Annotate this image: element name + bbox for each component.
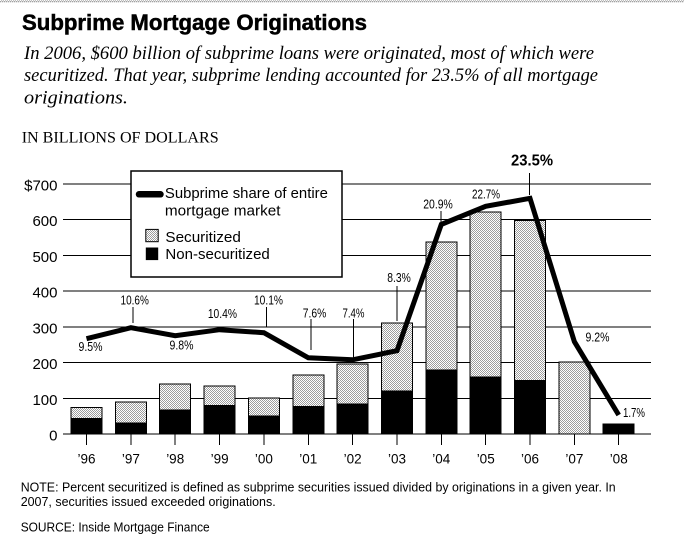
svg-text:2007, securities issued exceed: 2007, securities issued exceeded origina… bbox=[21, 494, 276, 509]
svg-text:400: 400 bbox=[32, 285, 57, 302]
svg-text:600: 600 bbox=[32, 213, 57, 230]
svg-text:securitized. That year, subpri: securitized. That year, subprime lending… bbox=[24, 66, 598, 86]
svg-text:300: 300 bbox=[32, 320, 57, 337]
svg-text:’96: ’96 bbox=[77, 452, 95, 467]
svg-text:’05: ’05 bbox=[477, 452, 495, 467]
svg-text:mortgage market: mortgage market bbox=[165, 203, 281, 219]
svg-text:In 2006, $600 billion of subpr: In 2006, $600 billion of subprime loans … bbox=[23, 44, 594, 64]
svg-text:SOURCE: Inside Mortgage Financ: SOURCE: Inside Mortgage Finance bbox=[21, 520, 210, 535]
svg-text:Subprime share of entire: Subprime share of entire bbox=[165, 186, 328, 202]
svg-text:’99: ’99 bbox=[211, 452, 229, 467]
svg-text:20.9%: 20.9% bbox=[423, 197, 453, 211]
svg-text:1.7%: 1.7% bbox=[623, 406, 645, 420]
svg-text:8.3%: 8.3% bbox=[387, 271, 411, 285]
svg-text:23.5%: 23.5% bbox=[511, 153, 553, 170]
svg-text:10.4%: 10.4% bbox=[208, 307, 237, 321]
svg-text:NOTE: Percent securitized is d: NOTE: Percent securitized is defined as … bbox=[21, 479, 616, 494]
svg-text:originations.: originations. bbox=[24, 88, 128, 108]
svg-text:100: 100 bbox=[32, 392, 57, 409]
svg-text:7.4%: 7.4% bbox=[343, 307, 365, 321]
svg-text:’97: ’97 bbox=[122, 452, 140, 467]
svg-text:$700: $700 bbox=[24, 178, 57, 195]
svg-text:’98: ’98 bbox=[166, 452, 184, 467]
svg-text:Securitized: Securitized bbox=[165, 230, 241, 246]
svg-text:’06: ’06 bbox=[521, 452, 539, 467]
svg-text:10.1%: 10.1% bbox=[254, 294, 283, 308]
svg-text:9.8%: 9.8% bbox=[170, 339, 194, 353]
svg-text:10.6%: 10.6% bbox=[121, 294, 149, 308]
svg-text:0: 0 bbox=[49, 428, 57, 445]
svg-text:’08: ’08 bbox=[610, 452, 628, 467]
svg-text:Non-securitized: Non-securitized bbox=[165, 247, 269, 263]
svg-text:’07: ’07 bbox=[565, 452, 583, 467]
svg-text:’04: ’04 bbox=[432, 452, 451, 467]
svg-text:500: 500 bbox=[32, 249, 57, 266]
svg-text:200: 200 bbox=[32, 356, 57, 373]
svg-text:’01: ’01 bbox=[299, 452, 317, 467]
svg-text:7.6%: 7.6% bbox=[303, 307, 327, 321]
svg-text:9.5%: 9.5% bbox=[79, 340, 103, 354]
svg-text:’03: ’03 bbox=[388, 452, 406, 467]
svg-text:9.2%: 9.2% bbox=[586, 331, 610, 345]
svg-text:22.7%: 22.7% bbox=[472, 188, 500, 202]
svg-text:’02: ’02 bbox=[344, 452, 362, 467]
svg-text:Subprime Mortgage Originations: Subprime Mortgage Originations bbox=[22, 10, 367, 35]
svg-text:IN BILLIONS OF DOLLARS: IN BILLIONS OF DOLLARS bbox=[22, 128, 219, 147]
svg-text:’00: ’00 bbox=[255, 452, 273, 467]
